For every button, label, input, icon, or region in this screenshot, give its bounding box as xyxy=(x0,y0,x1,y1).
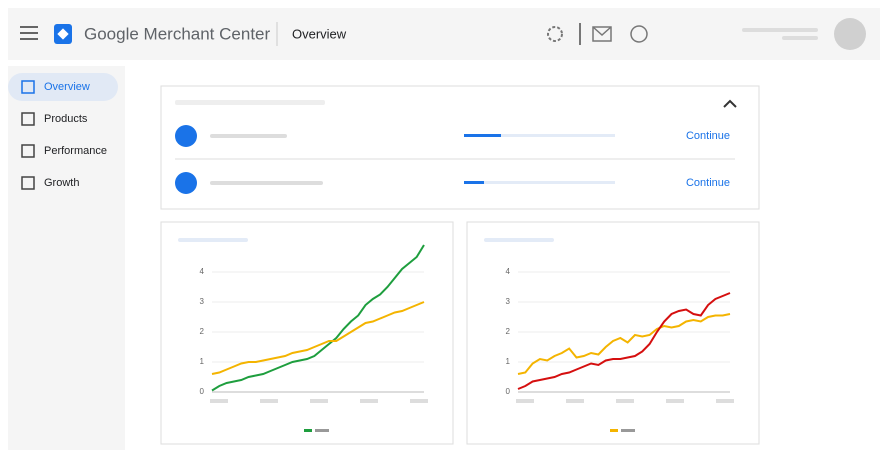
help-icon[interactable] xyxy=(630,25,648,43)
nav-icon xyxy=(21,144,35,158)
x-label-placeholder xyxy=(666,399,684,403)
y-tick-label: 0 xyxy=(506,387,511,396)
account-placeholder xyxy=(742,28,818,32)
task-icon xyxy=(175,125,197,147)
nav-icon xyxy=(21,176,35,190)
x-label-placeholder xyxy=(716,399,734,403)
nav-item[interactable]: Growth xyxy=(44,177,79,189)
product-name: Google Merchant Center xyxy=(84,24,270,43)
y-tick-label: 3 xyxy=(506,297,511,306)
nav: Overview Products Performance Growth xyxy=(21,80,107,190)
chart-card xyxy=(466,221,760,445)
line xyxy=(517,292,731,390)
x-label-placeholder xyxy=(260,399,278,403)
chart-card xyxy=(160,221,454,445)
x-label-placeholder xyxy=(516,399,534,403)
placeholder xyxy=(175,100,325,105)
y-tick-label: 0 xyxy=(200,387,205,396)
y-tick-label: 4 xyxy=(506,267,511,276)
nav-icon xyxy=(21,112,35,126)
x-label-placeholder xyxy=(360,399,378,403)
placeholder xyxy=(484,238,554,242)
active-item xyxy=(8,73,118,101)
x-label-placeholder xyxy=(616,399,634,403)
nav-item[interactable]: Performance xyxy=(44,145,107,157)
y-tick-label: 4 xyxy=(200,267,205,276)
settings-icon[interactable] xyxy=(547,26,563,42)
mail-icon[interactable] xyxy=(592,26,612,42)
x-label-placeholder xyxy=(410,399,428,403)
account-placeholder xyxy=(782,36,818,40)
task-card xyxy=(160,85,760,210)
progress-track xyxy=(464,181,615,184)
menu-icon[interactable] xyxy=(20,26,38,40)
placeholder xyxy=(178,238,248,242)
line xyxy=(211,301,425,375)
top-bar xyxy=(8,8,880,60)
mail-flap xyxy=(592,26,612,37)
tasks: Continue Continue xyxy=(175,125,730,194)
x-label-placeholder xyxy=(566,399,584,403)
legend-swatch xyxy=(304,429,312,432)
task-icon xyxy=(175,172,197,194)
legend-swatch xyxy=(610,429,618,432)
placeholder xyxy=(210,181,323,185)
x-label-placeholder xyxy=(210,399,228,403)
collapse-icon[interactable] xyxy=(723,99,737,108)
sidebar xyxy=(8,66,125,450)
legend-swatch xyxy=(621,429,635,432)
nav-item[interactable]: Overview xyxy=(44,81,90,93)
placeholder xyxy=(210,134,287,138)
page-title: Overview xyxy=(292,26,347,41)
avatar[interactable] xyxy=(834,18,866,50)
legend-swatch xyxy=(315,429,329,432)
y-tick-label: 2 xyxy=(200,327,205,336)
y-tick-label: 3 xyxy=(200,297,205,306)
line xyxy=(211,244,425,392)
y-tick-label: 1 xyxy=(506,357,511,366)
x-label-placeholder xyxy=(310,399,328,403)
progress-fill xyxy=(464,134,501,137)
line xyxy=(517,313,731,375)
nav-icon xyxy=(21,80,35,94)
continue-link[interactable]: Continue xyxy=(686,130,730,142)
y-tick-label: 2 xyxy=(506,327,511,336)
nav-item[interactable]: Products xyxy=(44,113,88,125)
progress-track xyxy=(464,134,615,137)
y-tick-label: 1 xyxy=(200,357,205,366)
progress-fill xyxy=(464,181,484,184)
continue-link[interactable]: Continue xyxy=(686,177,730,189)
